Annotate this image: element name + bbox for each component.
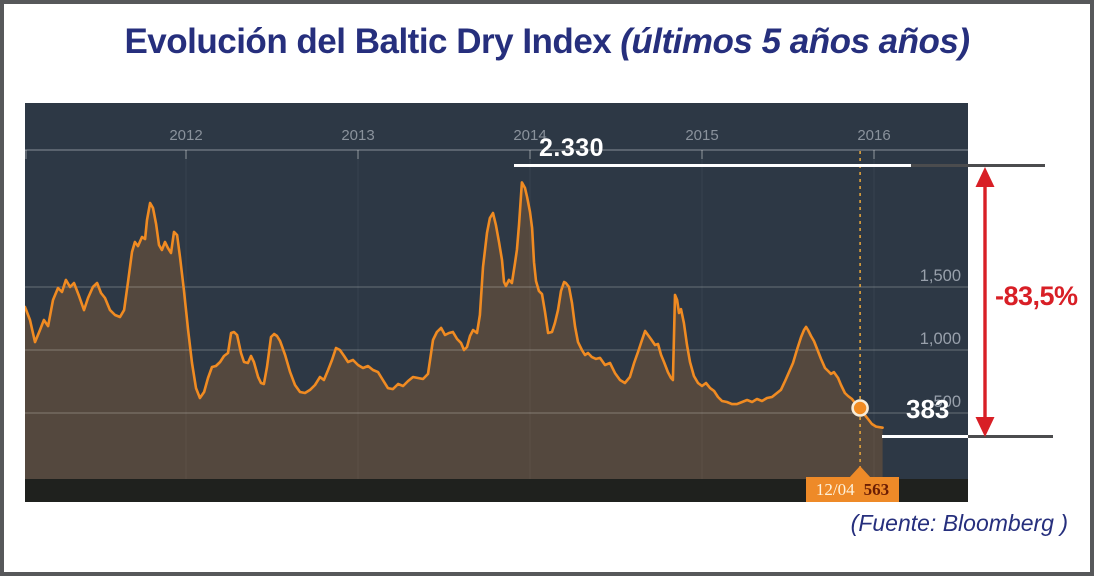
source-credit: (Fuente: Bloomberg )	[850, 510, 1068, 536]
date-tooltip: 12/04 563	[806, 477, 899, 502]
last-reference-line-extension	[968, 435, 1053, 438]
title-main: Evolución del Baltic Dry Index	[124, 22, 612, 61]
bdi-chart: 2012 2013 2014 2015 2016 500 1,000 1,500 2.330 …	[25, 103, 968, 502]
tooltip-date: 12/04	[815, 480, 855, 499]
last-value-label: 383	[906, 394, 950, 424]
peak-reference-line-extension	[911, 164, 1045, 167]
decline-double-arrow-icon	[975, 167, 995, 437]
page-title: Evolución del Baltic Dry Index (últimos 5…	[0, 22, 1094, 62]
svg-text:1,000: 1,000	[920, 330, 961, 348]
svg-text:2014: 2014	[513, 127, 546, 144]
svg-text:2016: 2016	[857, 127, 890, 144]
svg-text:2013: 2013	[341, 127, 374, 144]
percent-change-label: -83,5%	[995, 281, 1078, 311]
svg-text:2012: 2012	[169, 127, 202, 144]
peak-reference-line	[514, 164, 911, 167]
svg-text:1,500: 1,500	[920, 267, 961, 285]
tooltip-pointer-icon	[849, 466, 871, 478]
svg-text:500: 500	[933, 393, 961, 411]
chart-canvas: 2012 2013 2014 2015 2016 500 1,000 1,500	[25, 103, 968, 502]
peak-value-label: 2.330	[539, 134, 605, 162]
last-reference-line	[882, 435, 968, 438]
svg-text:2015: 2015	[685, 127, 718, 144]
tooltip-value: 563	[863, 480, 890, 499]
title-qualifier: (últimos 5 años años)	[620, 22, 970, 61]
